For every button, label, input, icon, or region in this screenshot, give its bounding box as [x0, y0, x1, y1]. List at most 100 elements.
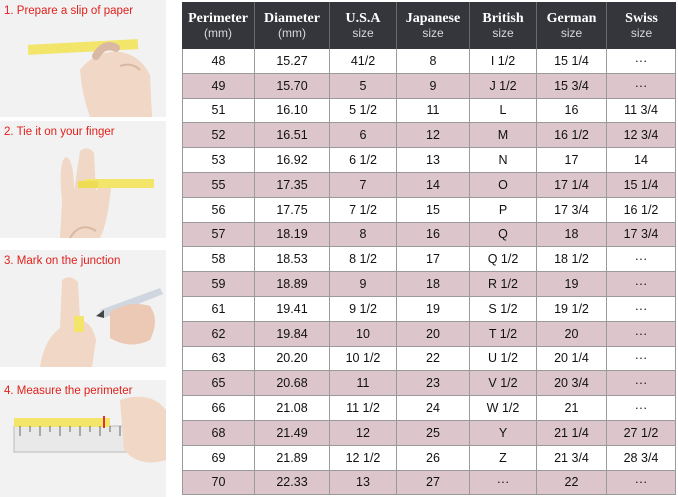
step-3-panel: 3. Mark on the junction: [0, 250, 166, 367]
column-header: British size: [470, 2, 537, 49]
table-cell: 17: [537, 148, 607, 173]
table-cell: 19: [537, 272, 607, 297]
table-cell: O: [470, 172, 537, 198]
ruler-icon: [13, 396, 166, 463]
table-cell: 49: [182, 73, 255, 99]
table-cell: 22: [537, 470, 607, 496]
table-cell: ···: [470, 470, 537, 496]
table-cell: 13: [330, 470, 397, 496]
table-cell: 6 1/2: [330, 148, 397, 173]
table-cell: 21.08: [255, 396, 330, 421]
table-cell: 19 1/2: [537, 296, 607, 322]
table-cell: W 1/2: [470, 396, 537, 421]
table-cell: 8 1/2: [330, 247, 397, 273]
table-cell: 17 1/4: [537, 172, 607, 198]
table-cell: 53: [182, 148, 255, 173]
table-cell: 6: [330, 123, 397, 149]
table-cell: U 1/2: [470, 346, 537, 372]
table-cell: R 1/2: [470, 272, 537, 297]
table-cell: 18.53: [255, 247, 330, 273]
table-row: 65 20.68 11 23 V 1/2 20 3/4 ···: [182, 371, 676, 397]
table-cell: 21.89: [255, 445, 330, 471]
table-cell: Z: [470, 445, 537, 471]
table-cell: 20 1/4: [537, 346, 607, 372]
table-row: 68 21.49 12 25 Y 21 1/4 27 1/2: [182, 420, 676, 446]
table-cell: 27 1/2: [607, 420, 676, 446]
table-cell: 15 1/4: [537, 49, 607, 74]
table-cell: 11: [397, 98, 470, 124]
column-header: Japanese size: [397, 2, 470, 49]
table-cell: ···: [607, 296, 676, 322]
table-cell: Y: [470, 420, 537, 446]
table-cell: Q: [470, 222, 537, 248]
table-cell: T 1/2: [470, 321, 537, 347]
table-cell: 58: [182, 247, 255, 273]
table-row: 66 21.08 11 1/2 24 W 1/2 21 ···: [182, 396, 676, 421]
table-cell: 70: [182, 470, 255, 496]
table-cell: 7 1/2: [330, 197, 397, 223]
table-cell: ···: [607, 247, 676, 273]
table-cell: 18.89: [255, 272, 330, 297]
column-header-title: British: [482, 10, 524, 26]
table-cell: 16.51: [255, 123, 330, 149]
finger-wrap-icon: [60, 148, 154, 238]
table-cell: 17 3/4: [537, 197, 607, 223]
table-cell: 16.10: [255, 98, 330, 124]
table-cell: 25: [397, 420, 470, 446]
table-cell: 62: [182, 321, 255, 347]
column-header-title: Perimeter: [188, 10, 248, 26]
table-row: 52 16.51 6 12 M 16 1/2 12 3/4: [182, 123, 676, 149]
table-row: 62 19.84 10 20 T 1/2 20 ···: [182, 321, 676, 347]
table-cell: 48: [182, 49, 255, 74]
table-row: 59 18.89 9 18 R 1/2 19 ···: [182, 272, 676, 297]
table-cell: 26: [397, 445, 470, 471]
table-cell: 15.27: [255, 49, 330, 74]
column-header: Swiss size: [607, 2, 676, 49]
table-cell: 41/2: [330, 49, 397, 74]
table-cell: 17: [397, 247, 470, 273]
table-cell: 51: [182, 98, 255, 124]
table-cell: 55: [182, 172, 255, 198]
table-cell: 16: [537, 98, 607, 124]
step-2-panel: 2. Tie it on your finger: [0, 121, 166, 238]
table-cell: 19.84: [255, 321, 330, 347]
column-header: Diameter (mm): [255, 2, 330, 49]
table-row: 61 19.41 9 1/2 19 S 1/2 19 1/2 ···: [182, 296, 676, 322]
table-cell: 18: [537, 222, 607, 248]
instruction-steps: 1. Prepare a slip of paper 2. Tie it on …: [0, 0, 170, 497]
table-cell: 16 1/2: [537, 123, 607, 149]
column-header-unit: (mm): [278, 25, 306, 40]
pen-mark-icon: [40, 277, 163, 367]
table-cell: 9 1/2: [330, 296, 397, 322]
table-row: 55 17.35 7 14 O 17 1/4 15 1/4: [182, 172, 676, 198]
table-row: 53 16.92 6 1/2 13 N 17 14: [182, 148, 676, 173]
table-row: 70 22.33 13 27 ··· 22 ···: [182, 470, 676, 496]
table-cell: 61: [182, 296, 255, 322]
table-cell: 18: [397, 272, 470, 297]
table-cell: 11 3/4: [607, 98, 676, 124]
table-cell: ···: [607, 49, 676, 74]
table-cell: 20: [397, 321, 470, 347]
table-row: 69 21.89 12 1/2 26 Z 21 3/4 28 3/4: [182, 445, 676, 471]
step-3-label: 3. Mark on the junction: [4, 255, 121, 267]
table-cell: 16 1/2: [607, 197, 676, 223]
column-header: U.S.A size: [330, 2, 397, 49]
table-row: 48 15.27 41/2 8 I 1/2 15 1/4 ···: [182, 49, 676, 74]
table-cell: 15 3/4: [537, 73, 607, 99]
table-cell: 21 1/4: [537, 420, 607, 446]
table-cell: ···: [607, 321, 676, 347]
table-cell: 21: [537, 396, 607, 421]
table-cell: 68: [182, 420, 255, 446]
paper-slip-icon: [27, 39, 152, 117]
table-cell: 16.92: [255, 148, 330, 173]
column-header-title: Japanese: [405, 10, 461, 26]
table-cell: 13: [397, 148, 470, 173]
table-cell: 20.20: [255, 346, 330, 372]
table-cell: Q 1/2: [470, 247, 537, 273]
table-cell: 17.35: [255, 172, 330, 198]
table-cell: 21 3/4: [537, 445, 607, 471]
table-cell: 7: [330, 172, 397, 198]
table-cell: L: [470, 98, 537, 124]
table-row: 58 18.53 8 1/2 17 Q 1/2 18 1/2 ···: [182, 247, 676, 273]
table-cell: 16: [397, 222, 470, 248]
